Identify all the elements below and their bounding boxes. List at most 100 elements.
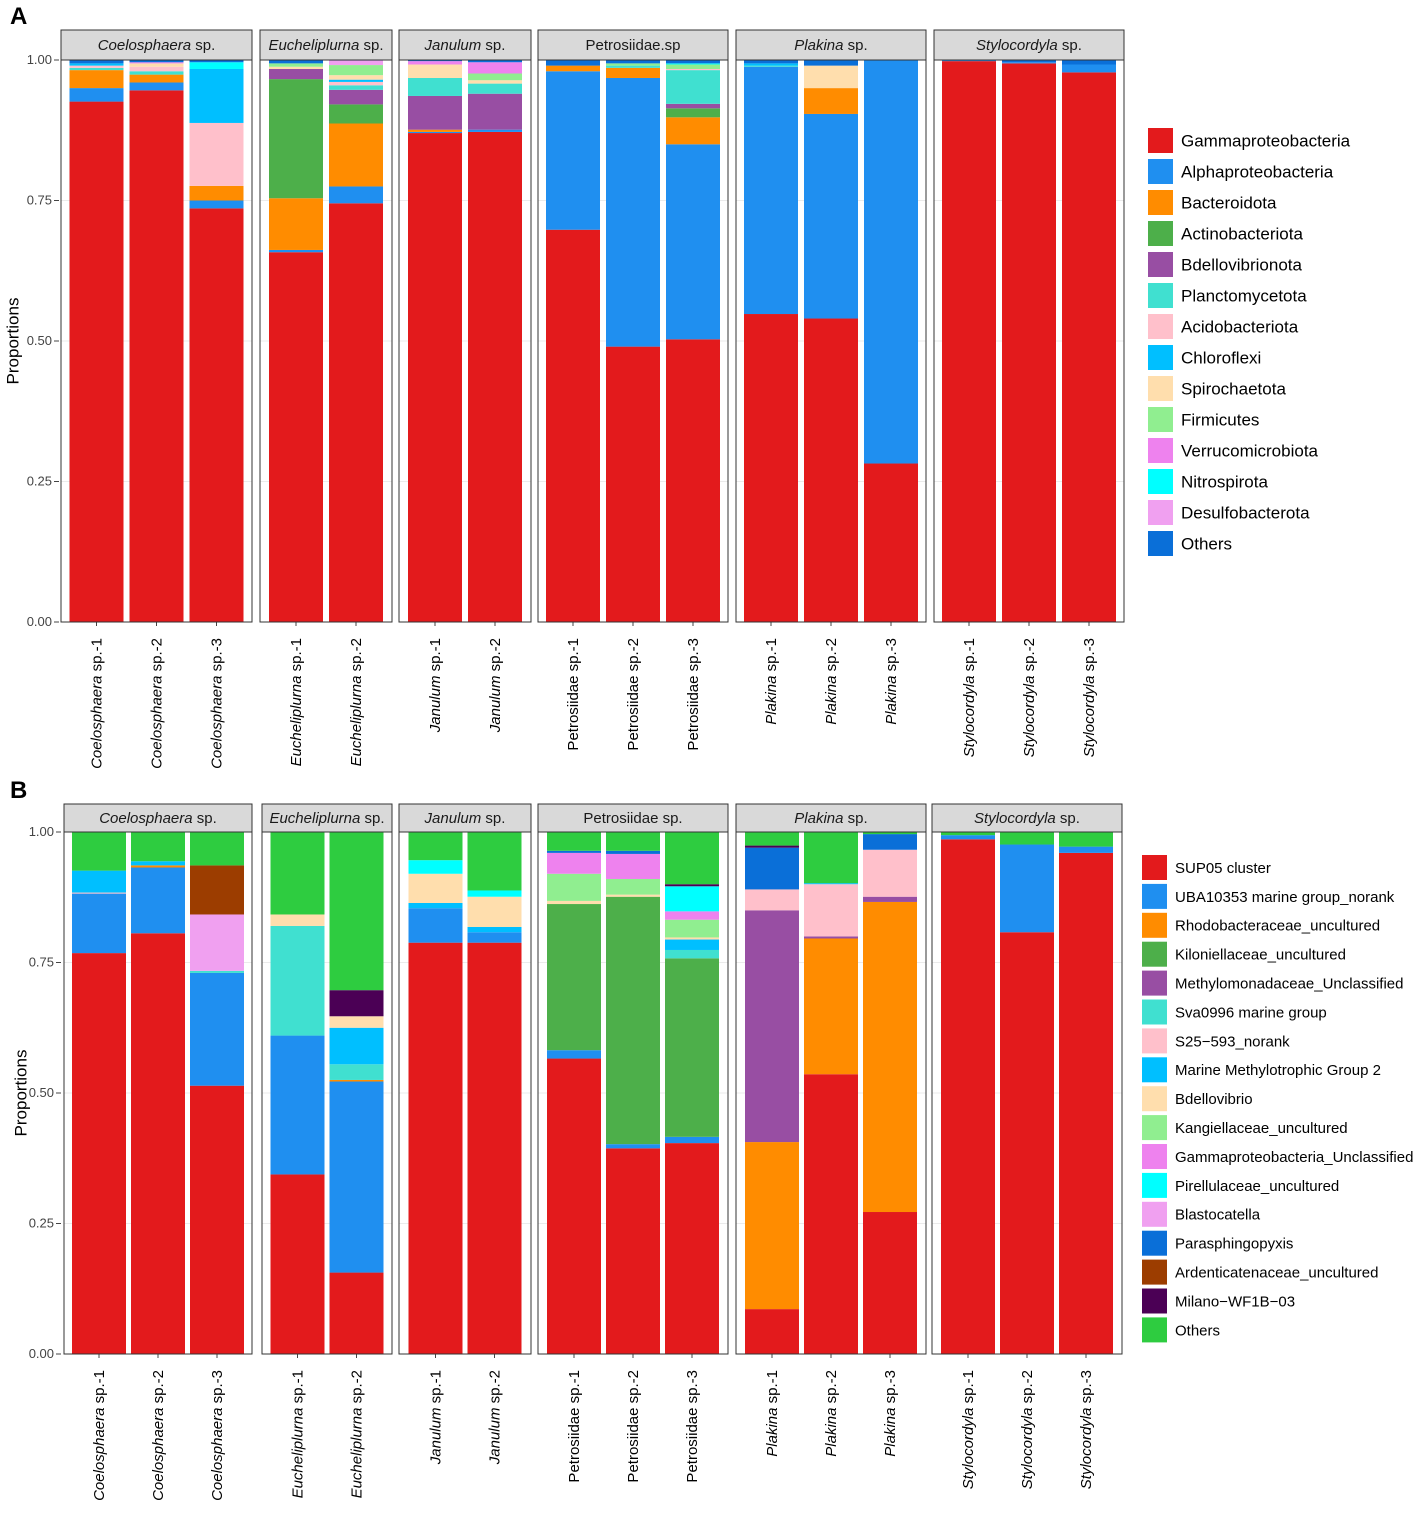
bar-segment-ardenticatenaceae-uncultured [190, 865, 244, 915]
bar-segment-s25-593-norank [72, 892, 126, 894]
legend-label: Kangiellaceae_uncultured [1175, 1120, 1348, 1137]
x-tick-label: Plakina sp.-1 [764, 1370, 781, 1457]
legend-label: Bacteroidota [1181, 194, 1277, 213]
bar-segment-planctomycetota [129, 71, 184, 75]
bar-segment-alphaproteobacteria [329, 186, 383, 204]
x-tick-genus: Plakina [823, 1408, 840, 1457]
facet-strip-suffix: sp. [193, 810, 217, 827]
facet-strip-suffix: sp. [844, 37, 868, 54]
bar-segment-bacteroidota [546, 65, 600, 72]
bar-segment-gammaproteobacteria [189, 208, 244, 623]
bar-segment-sva0996-marine-group [270, 925, 325, 1036]
bar-segment-alphaproteobacteria [546, 71, 600, 230]
bar-segment-others [941, 832, 995, 836]
facet-strip-label: Janulum sp. [424, 37, 506, 54]
facet-stylocordyla: Stylocordyla sp.Stylocordyla sp.-1Styloc… [931, 803, 1123, 1489]
bar-segment-kangiellaceae-uncultured [547, 873, 601, 901]
bar-segment-pirellulaceae-uncultured [665, 886, 719, 912]
x-tick-label: Coelosphaera sp.-1 [89, 638, 106, 769]
bar-segment-others [69, 60, 124, 64]
x-tick-label: Eucheliplurna sp.-2 [349, 1370, 366, 1498]
panel-letter: A [10, 3, 27, 30]
bar-segment-others [665, 832, 719, 885]
bar-segment-sup05-cluster [72, 953, 126, 1354]
facet-strip [735, 803, 927, 833]
facet-strip-genus: Janulum [424, 810, 482, 827]
bar-segment-spirochaetota [329, 75, 383, 80]
x-tick-sp: sp.-3 [209, 638, 226, 676]
bar-segment-sva0996-marine-group [190, 970, 244, 973]
x-tick-label: Janulum sp.-2 [487, 638, 504, 733]
x-tick-label: Coelosphaera sp.-3 [209, 638, 226, 769]
x-tick-label: Petrosiidae sp.-2 [625, 638, 642, 751]
bar-segment-gammaproteobacteria [666, 339, 720, 622]
bar-segment-bdellovibrio [270, 914, 325, 926]
legend-label: SUP05 cluster [1175, 860, 1271, 877]
bar-segment-methylomonadaceae-unclassified [804, 936, 858, 939]
bar-segment-marine-methylotrophic-group-2 [467, 927, 522, 933]
x-tick-label: Janulum sp.-1 [428, 1370, 445, 1465]
x-tick-label: Petrosiidae sp.-2 [625, 1370, 642, 1483]
facet-strip-suffix: sp. [481, 37, 505, 54]
x-tick-label: Stylocordyla sp.-2 [1021, 638, 1038, 757]
legend-label: Planctomycetota [1181, 287, 1307, 306]
panel-letter: B [10, 777, 27, 804]
bar-segment-gammaproteobacteria [329, 203, 383, 622]
facet-strip-genus: Petrosiidae.sp [585, 37, 680, 54]
x-tick-genus: Coelosphaera [209, 676, 226, 769]
legend-label: S25−593_norank [1175, 1033, 1290, 1050]
bar-segment-bacteroidota [804, 88, 858, 114]
legend-label: Pirellulaceae_uncultured [1175, 1178, 1339, 1195]
legend-swatch [1148, 345, 1173, 370]
bar-segment-s25-593-norank [745, 889, 799, 911]
facet-strip-genus: Coelosphaera [99, 810, 192, 827]
bar-segment-s25-593-norank [804, 884, 858, 937]
legend-swatch [1148, 500, 1173, 525]
facet-eucheliplurna: Eucheliplurna sp.Eucheliplurna sp.-1Euch… [261, 803, 393, 1498]
x-tick-sp: sp.-1 [428, 1370, 445, 1408]
legend-swatch [1142, 1288, 1167, 1314]
bar-segment-bdellovibrionota [329, 89, 383, 105]
bar-segment-sup05-cluster [606, 1148, 660, 1354]
facet-panel-border [259, 59, 393, 623]
x-tick-label: Eucheliplurna sp.-1 [290, 1370, 307, 1498]
facet-strip [259, 29, 393, 61]
legend-label: Others [1181, 535, 1232, 554]
facet-panel-border [63, 831, 253, 1355]
facet-panel-border [537, 831, 729, 1355]
legend-swatch [1142, 1259, 1167, 1285]
legend-swatch [1148, 128, 1173, 153]
x-tick-genus: Plakina [882, 1408, 899, 1457]
y-tick-label: 0.25 [27, 474, 52, 489]
x-tick-genus: Coelosphaera [91, 1408, 108, 1501]
bar-segment-kiloniellaceae-uncultured [547, 904, 601, 1051]
facet-strip-genus: Plakina [794, 37, 843, 54]
bar-segment-verrucomicrobiota [408, 61, 462, 65]
x-tick-label: Petrosiidae sp.-1 [566, 1370, 583, 1483]
legend-label: Kiloniellaceae_uncultured [1175, 947, 1346, 964]
bar-segment-gammaproteobacteria [129, 90, 184, 622]
bar-segment-verrucomicrobiota [129, 62, 184, 64]
facet-panel-border [735, 59, 927, 623]
bar-segment-rhodobacteraceae-uncultured [329, 1079, 384, 1082]
bar-segment-others [468, 60, 522, 63]
facet-panel-border [537, 59, 729, 623]
facet-strip [933, 29, 1125, 61]
bar-segment-firmicutes [606, 63, 660, 66]
legend-label: Desulfobacterota [1181, 504, 1310, 523]
bar-segment-parasphingopyxis [547, 850, 601, 853]
x-tick-label: Stylocordyla sp.-2 [1019, 1370, 1036, 1489]
legend: SUP05 cluster UBA10353 marine group_noran… [1142, 855, 1413, 1343]
facet-eucheliplurna: Eucheliplurna sp.Eucheliplurna sp.-1Euch… [259, 29, 393, 766]
x-tick-label: Stylocordyla sp.-1 [960, 1370, 977, 1489]
legend-label: Acidobacteriota [1181, 318, 1299, 337]
bar-segment-chloroflexi [189, 68, 244, 123]
bar-segment-others [467, 832, 522, 891]
bar-segment-parasphingopyxis [745, 847, 799, 890]
facet-strip-suffix: sp. [1056, 810, 1080, 827]
legend-label: Firmicutes [1181, 411, 1259, 430]
bar-segment-sup05-cluster [467, 942, 522, 1354]
bar-segment-others [1000, 832, 1054, 845]
